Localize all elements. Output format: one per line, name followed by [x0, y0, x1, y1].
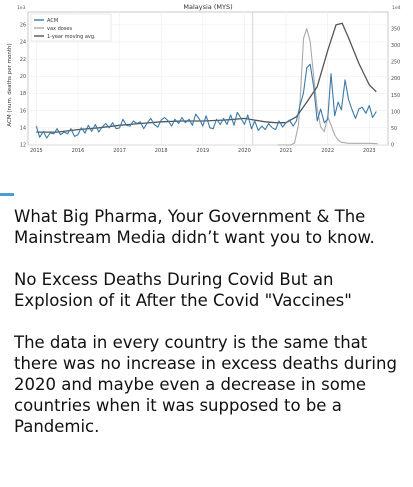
chart: 2015 2016 2017 2018 2019 2020 2021 2022 20231214… — [7, 3, 401, 154]
y2-tick-label: 300 — [391, 43, 400, 49]
x-tick-label: 2019 — [196, 148, 209, 154]
x-tick-label: 2018 — [155, 148, 168, 154]
y2-tick-label: 350 — [391, 26, 400, 32]
legend-label-vax: vax doses — [47, 26, 72, 32]
series-line-vax — [277, 28, 378, 146]
x-tick-label: 2022 — [321, 148, 334, 154]
x-tick-label: 2017 — [113, 148, 126, 154]
x-tick-label: 2020 — [238, 148, 251, 154]
y-tick-label: 18 — [20, 91, 26, 97]
x-tick-label: 2023 — [363, 148, 376, 154]
post-paragraph-1: What Big Pharma, Your Government & The M… — [14, 207, 375, 247]
y-tick-label: 26 — [20, 23, 26, 29]
series-line-acm — [35, 63, 377, 139]
post-paragraph-2: No Excess Deaths During Covid But an Exp… — [14, 270, 352, 310]
x-tick-label: 2021 — [280, 148, 293, 154]
legend-label-avg: 1-year moving avg. — [47, 34, 96, 40]
x-tick-label: 2016 — [72, 148, 85, 154]
y2-tick-label: 50 — [391, 126, 397, 132]
y-tick-label: 16 — [20, 108, 26, 114]
y2-tick-label: 150 — [391, 93, 400, 99]
y-tick-label: 20 — [20, 74, 26, 80]
legend-box — [30, 13, 112, 42]
y-tick-label: 22 — [20, 57, 26, 63]
y-multiplier-left: 1e3 — [17, 5, 26, 11]
legend: ACM vax doses 1-year moving avg. — [30, 13, 112, 42]
accent-bar — [0, 193, 14, 196]
chart-container: 2015 2016 2017 2018 2019 2020 2021 2022 2023 12 14… — [0, 0, 413, 165]
y2-tick-label: 200 — [391, 76, 400, 82]
y-multiplier-right: 1e4 — [392, 5, 401, 11]
y-tick-label: 14 — [20, 126, 26, 132]
post-paragraph-3: The data in every country is the same th… — [14, 333, 397, 436]
chart-title: Malaysia (MYS) — [183, 3, 232, 11]
series-line-avg — [36, 22, 377, 133]
post-body: What Big Pharma, Your Government & The M… — [14, 206, 409, 458]
y-tick-label: 12 — [20, 143, 26, 149]
legend-label-acm: ACM — [47, 18, 58, 24]
y-tick-label: 24 — [20, 40, 26, 46]
y-axis-label: ACM (num. deaths per month) — [7, 43, 13, 126]
y2-tick-label: 0 — [391, 143, 394, 149]
y2-tick-label: 100 — [391, 109, 400, 115]
y2-tick-label: 250 — [391, 60, 400, 66]
x-tick-label: 2015 — [30, 148, 43, 154]
